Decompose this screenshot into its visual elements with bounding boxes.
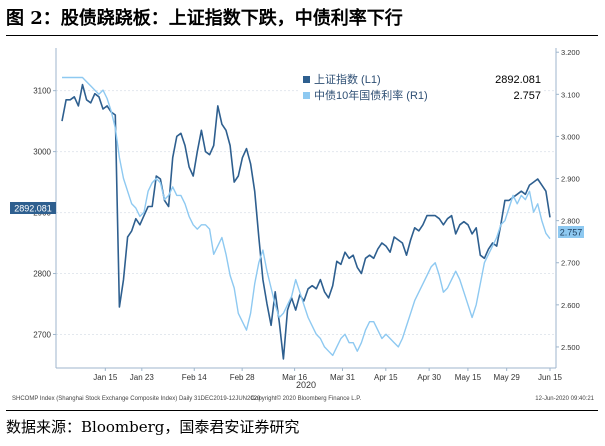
source-note: 数据来源：Bloomberg，国泰君安证券研究 [6, 418, 300, 436]
legend-label-shcomp: 上证指数 (L1) [314, 72, 381, 86]
last-value-tag-left: 2892.081 [10, 202, 56, 214]
right-tick-label: 2.700 [561, 259, 580, 268]
legend: 上证指数 (L1) 2892.081 中债10年国债利率 (R1) 2.757 [298, 68, 544, 106]
legend-value-shcomp: 2892.081 [495, 74, 541, 86]
series-layer [61, 76, 551, 360]
last-value-tag-right-text: 2.757 [560, 228, 583, 238]
x-tick-label: Jan 15 [93, 373, 118, 382]
legend-swatch-bond-yield [303, 92, 310, 99]
series-line-shcomp [61, 83, 551, 360]
x-tick-label: Apr 15 [374, 373, 398, 382]
x-tick-label: Feb 28 [230, 373, 255, 382]
figure-title: 图 2：股债跷跷板：上证指数下跌，中债利率下行 [6, 8, 403, 29]
left-tick-label: 3100 [33, 87, 51, 96]
last-value-tag-left-text: 2892.081 [14, 204, 52, 214]
right-tick-label: 2.600 [561, 301, 580, 310]
right-tick-label: 3.100 [561, 90, 580, 99]
x-tick-label: Mar 31 [330, 373, 355, 382]
x-tick-label: May 15 [455, 373, 482, 382]
footer-left: SHCOMP Index (Shanghai Stock Exchange Co… [12, 396, 261, 402]
x-tick-label: Jan 23 [130, 373, 155, 382]
legend-box [298, 68, 544, 106]
left-tick-label: 3000 [33, 148, 51, 157]
title-rule [6, 35, 598, 36]
right-tick-label: 2.800 [561, 217, 580, 226]
footer-center: Copyright© 2020 Bloomberg Finance L.P. [251, 395, 362, 402]
right-tick-label: 3.000 [561, 132, 580, 141]
x-year-label: 2020 [296, 380, 316, 390]
last-value-tag-right: 2.757 [558, 226, 584, 238]
chart-svg: 270028002900300031002.5002.6002.7002.800… [6, 38, 598, 408]
chart-container: 270028002900300031002.5002.6002.7002.800… [6, 38, 598, 408]
legend-label-bond-yield: 中债10年国债利率 (R1) [314, 88, 428, 102]
left-tick-label: 2800 [33, 270, 51, 279]
legend-value-bond-yield: 2.757 [513, 90, 541, 102]
right-tick-label: 3.200 [561, 48, 580, 57]
footer-right: 12-Jun-2020 09:40:21 [535, 396, 594, 402]
right-tick-label: 2.500 [561, 343, 580, 352]
x-tick-label: Apr 30 [417, 373, 441, 382]
source-rule [6, 410, 598, 411]
right-tick-label: 2.900 [561, 175, 580, 184]
legend-swatch-shcomp [303, 76, 310, 83]
series-line-bond-yield [62, 76, 551, 357]
x-tick-label: Feb 14 [182, 373, 207, 382]
x-tick-label: Mar 16 [282, 373, 307, 382]
last-value-tag-left-bg [10, 202, 56, 214]
last-value-tag-right-bg [558, 226, 584, 238]
left-tick-label: 2700 [33, 330, 51, 339]
x-tick-label: May 29 [494, 373, 521, 382]
x-tick-label: Jun 15 [538, 373, 563, 382]
